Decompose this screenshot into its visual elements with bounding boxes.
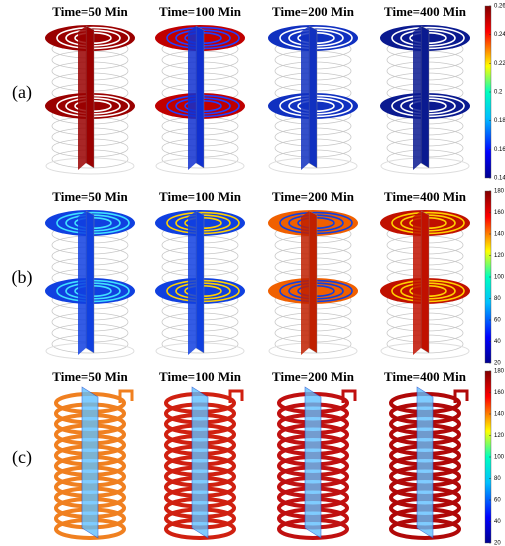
colorbar-tick-label: 80 xyxy=(494,476,501,482)
column-title: Time=200 Min xyxy=(272,4,355,19)
section-plane xyxy=(188,211,196,355)
colorbar-tick-label: 140 xyxy=(494,412,505,418)
section-plane xyxy=(196,26,204,168)
column-title: Time=50 Min xyxy=(52,369,128,384)
panel-image xyxy=(45,210,135,359)
panel-image xyxy=(45,25,135,174)
colorbar-tick-label: 120 xyxy=(494,433,505,439)
colorbar-tick-label: 0.14 xyxy=(494,176,505,182)
row-label: (a) xyxy=(12,82,32,103)
section-plane xyxy=(417,387,433,538)
panel-image xyxy=(155,25,245,174)
panel-image xyxy=(166,387,242,538)
colorbar-tick-label: 20 xyxy=(494,361,501,367)
column-title: Time=50 Min xyxy=(52,4,128,19)
column-title: Time=50 Min xyxy=(52,189,128,204)
section-plane xyxy=(309,211,317,353)
section-plane xyxy=(301,211,309,355)
section-plane xyxy=(413,211,421,355)
section-plane xyxy=(86,211,94,353)
panel-image xyxy=(380,210,470,359)
row-label: (b) xyxy=(12,267,33,288)
section-plane xyxy=(305,387,321,538)
panel-image xyxy=(56,387,132,538)
colorbar-tick-label: 180 xyxy=(494,189,505,195)
colorbar-tick-label: 140 xyxy=(494,232,505,238)
colorbar-tick-label: 0.2 xyxy=(494,90,503,96)
row-label: (c) xyxy=(12,447,32,468)
panel-image xyxy=(391,387,467,538)
section-plane xyxy=(301,26,309,170)
colorbar-tick-label: 100 xyxy=(494,275,505,281)
column-title: Time=200 Min xyxy=(272,369,355,384)
colorbar-tick-label: 40 xyxy=(494,339,501,345)
colorbar-tick-label: 100 xyxy=(494,455,505,461)
colorbar-tick-label: 60 xyxy=(494,318,501,324)
colorbar-tick-label: 160 xyxy=(494,390,505,396)
colorbar-tick-label: 180 xyxy=(494,369,505,375)
section-plane xyxy=(413,26,421,170)
colorbar-tick-label: 160 xyxy=(494,210,505,216)
panel-image xyxy=(279,387,355,538)
section-plane xyxy=(421,26,429,168)
column-title: Time=100 Min xyxy=(159,369,242,384)
colorbar-tick-label: 0.24 xyxy=(494,32,505,38)
section-plane xyxy=(188,26,196,170)
colorbar-tick-label: 0.16 xyxy=(494,147,505,153)
column-title: Time=400 Min xyxy=(384,189,467,204)
column-title: Time=200 Min xyxy=(272,189,355,204)
section-plane xyxy=(309,26,317,168)
section-plane xyxy=(82,387,98,538)
panel-image xyxy=(380,25,470,174)
section-plane xyxy=(421,211,429,353)
section-plane xyxy=(78,211,86,355)
section-plane xyxy=(192,387,208,538)
column-title: Time=400 Min xyxy=(384,4,467,19)
colorbar-tick-label: 20 xyxy=(494,541,501,546)
colorbar-tick-label: 0.22 xyxy=(494,61,505,67)
panel-image xyxy=(155,210,245,359)
figure: (a) Time=50 Min Time=100 Min Time=200 Min Ti… xyxy=(0,0,505,546)
colorbar-tick-label: 60 xyxy=(494,498,501,504)
column-title: Time=100 Min xyxy=(159,189,242,204)
panel-image xyxy=(268,210,358,359)
colorbar-tick-label: 0.26 xyxy=(494,4,505,10)
colorbar-tick-label: 0.18 xyxy=(494,118,505,124)
column-title: Time=400 Min xyxy=(384,369,467,384)
colorbar-tick-label: 40 xyxy=(494,519,501,525)
column-title: Time=100 Min xyxy=(159,4,242,19)
panel-image xyxy=(268,25,358,174)
section-plane xyxy=(78,26,86,170)
colorbar-tick-label: 80 xyxy=(494,296,501,302)
section-plane xyxy=(196,211,204,353)
section-plane xyxy=(86,26,94,168)
colorbar-tick-label: 120 xyxy=(494,253,505,259)
